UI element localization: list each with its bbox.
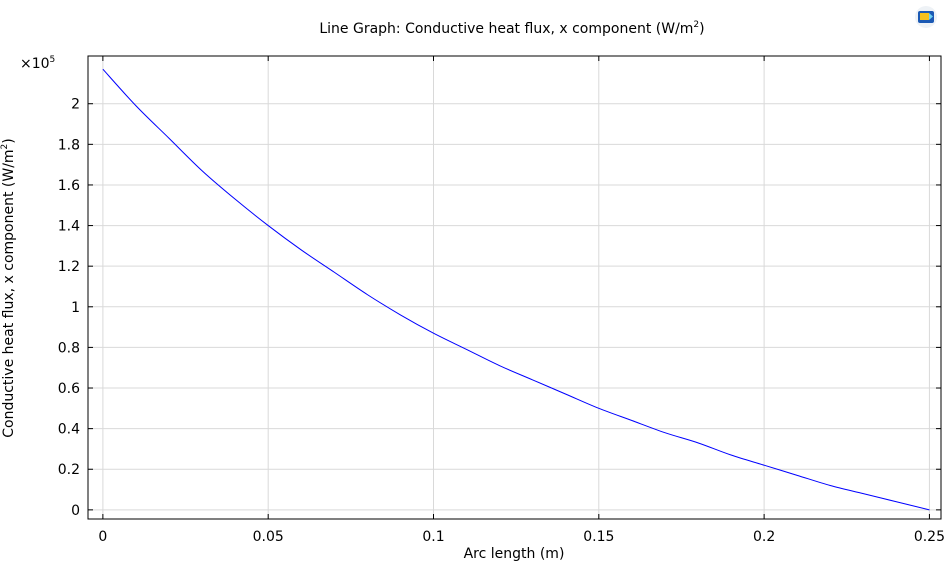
y-tick-label: 2 [71,97,80,113]
y-tick-label: 0.8 [58,340,80,356]
y-axis-title-text: Conductive heat flux, x component (W/m [1,149,17,437]
x-tick-label: 0.2 [753,529,775,545]
x-tick-label: 0 [98,529,107,545]
chart-title: Line Graph: Conductive heat flux, x comp… [319,20,704,37]
y-axis-title: Conductive heat flux, x component (W/m2) [0,138,17,438]
y-tick-label: 1 [71,300,80,316]
x-axis-title: Arc length (m) [464,546,565,562]
app-logo-icon [915,6,937,28]
y-tick-label: 1.2 [58,259,80,275]
x-tick-label: 0.15 [583,529,614,545]
x-tick-label: 0.25 [914,529,945,545]
x-tick-label: 0.1 [422,529,444,545]
x-tick-label: 0.05 [253,529,284,545]
y-tick-label: 0.2 [58,462,80,478]
y-axis-multiplier-base: ×10 [20,56,50,72]
plot-area-frame [87,55,942,520]
grid [88,56,941,519]
chart-title-text: Line Graph: Conductive heat flux, x comp… [319,21,693,37]
y-tick-label: 0.6 [58,381,80,397]
y-axis-multiplier: ×105 [20,55,55,72]
data-series [102,68,930,511]
chart-title-superscript: 2 [693,20,699,30]
series-line [102,68,930,511]
y-axis-title-superscript: 2 [0,144,10,150]
chart-title-tail: ) [699,21,704,37]
y-tick-label: 1.8 [58,137,80,153]
y-tick-label: 1.4 [58,219,80,235]
y-axis-title-tail: ) [1,138,17,143]
y-tick-label: 0 [71,503,80,519]
y-axis-multiplier-exponent: 5 [50,55,56,65]
axis-ticks: 0 0.05 0.1 0.15 0.2 0.25 0 0.2 0.4 0.6 0.8 1 1.2 1.4 1… [58,56,945,545]
y-tick-label: 1.6 [58,178,80,194]
y-tick-label: 0.4 [58,422,80,438]
